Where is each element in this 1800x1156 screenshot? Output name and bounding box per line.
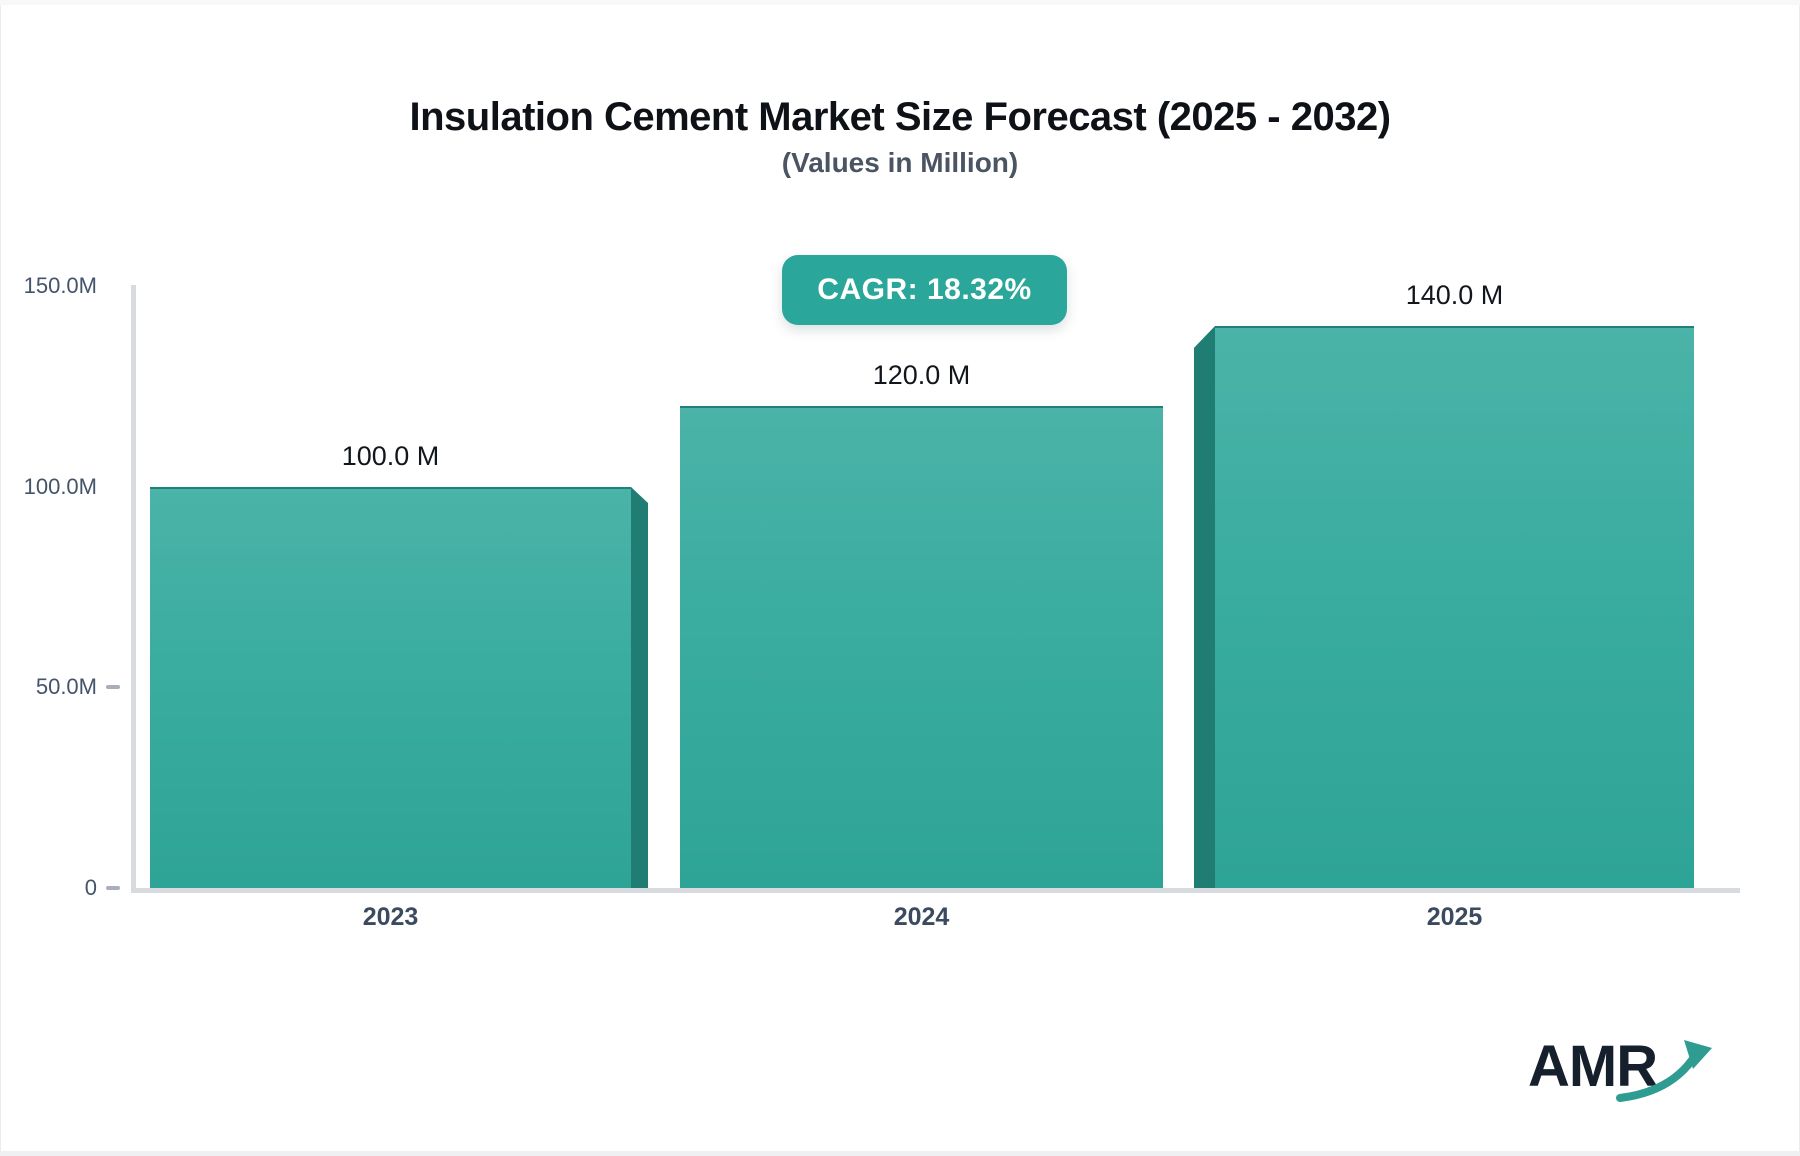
- y-axis-label: 50.0M: [35, 674, 97, 700]
- bar: [680, 406, 1163, 888]
- brand-logo: AMR: [1528, 1036, 1718, 1112]
- y-axis-tick: [106, 685, 120, 690]
- bar: [1215, 326, 1694, 888]
- bar-side-shadow: [631, 487, 648, 888]
- y-axis-label: 150.0M: [23, 273, 97, 298]
- growth-arrow-icon: [1616, 1040, 1712, 1102]
- x-axis-label: 2025: [1426, 903, 1483, 931]
- y-axis-tick: [106, 886, 120, 890]
- bar-value-label: 120.0 M: [872, 360, 971, 390]
- cagr-badge: CAGR: 18.32%: [782, 255, 1067, 325]
- x-axis-label: 2023: [362, 903, 419, 931]
- y-axis-label: 0: [84, 875, 97, 900]
- bar: [150, 487, 631, 888]
- bar-side-shadow: [1194, 326, 1215, 888]
- brand-logo-text: AMR: [1528, 1034, 1658, 1099]
- bar-value-label: 140.0 M: [1405, 280, 1504, 310]
- bar-value-label: 100.0 M: [341, 441, 440, 471]
- y-axis-label: 100.0M: [23, 473, 97, 499]
- chart-subtitle: (Values in Million): [781, 147, 1019, 178]
- chart-title: Insulation Cement Market Size Forecast (…: [409, 95, 1391, 139]
- y-axis-line: [131, 285, 136, 892]
- cagr-badge-label: CAGR: 18.32%: [817, 273, 1032, 306]
- page-bottom-border: [0, 1151, 1800, 1156]
- page-top-border: [0, 0, 1800, 5]
- x-axis-label: 2024: [893, 903, 950, 931]
- x-axis-baseline: [131, 888, 1740, 893]
